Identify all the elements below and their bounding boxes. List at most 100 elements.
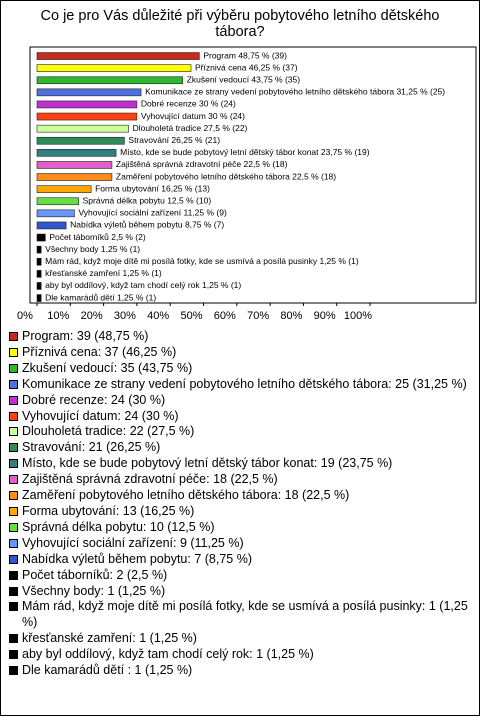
legend-item: Zajištěná správná zdravotní péče: 18 (22… (8, 472, 470, 488)
legend: Program: 39 (48,75 %) Příznivá cena: 37 (… (8, 329, 470, 679)
legend-label: Dlouholetá tradice: 22 (27,5 %) (22, 424, 195, 439)
legend-item: Nabídka výletů během pobytu: 7 (8,75 %) (8, 552, 470, 568)
x-tick-label: 80% (280, 310, 302, 322)
legend-label: Místo, kde se bude pobytový letní dětský… (22, 456, 393, 471)
bar (36, 88, 142, 97)
legend-swatch (9, 522, 18, 532)
legend-item: Stravování: 21 (26,25 %) (8, 440, 470, 456)
bar-label: Všechny body 1,25 % (1) (45, 244, 140, 254)
legend-swatch (9, 554, 18, 564)
bar-label: Mám rád, když moje dítě mi posílá fotky,… (45, 256, 359, 266)
bar-label: Místo, kde se bude pobytový letní dětský… (120, 147, 370, 157)
bar-label: Počet táborníků 2,5 % (2) (49, 232, 146, 242)
bar (36, 221, 67, 230)
legend-swatch (9, 506, 18, 516)
legend-swatch (9, 475, 18, 485)
legend-label: Zajištěná správná zdravotní péče: 18 (22… (22, 472, 278, 487)
legend-swatch (9, 491, 18, 501)
legend-item: Zkušení vedoucí: 35 (43,75 %) (8, 361, 470, 377)
bar-label: Správná délka pobytu 12,5 % (10) (83, 196, 212, 206)
x-tick-label: 0% (17, 310, 33, 322)
legend-item: Příznivá cena: 37 (46,25 %) (8, 345, 470, 361)
legend-item: Program: 39 (48,75 %) (8, 329, 470, 345)
legend-item: Vyhovující datum: 24 (30 %) (8, 409, 470, 425)
legend-swatch (9, 634, 18, 644)
legend-swatch (9, 586, 18, 596)
legend-label: Mám rád, když moje dítě mi posílá fotky,… (22, 599, 468, 630)
legend-label: Komunikace ze strany vedení pobytového l… (22, 376, 467, 391)
bar-label: Vyhovující datum 30 % (24) (141, 111, 245, 121)
bar-label: Komunikace ze strany vedení pobytového l… (145, 87, 445, 97)
bar (36, 100, 138, 109)
chart-title: Co je pro Vás důležité při výběru pobyto… (40, 8, 440, 40)
legend-swatch (9, 395, 18, 405)
bar (36, 64, 192, 72)
legend-item: Dobré recenze: 24 (30 %) (8, 393, 470, 409)
legend-item: křesťanské zamření: 1 (1,25 %) (8, 631, 470, 647)
bar (36, 112, 138, 121)
bar-label: Dobré recenze 30 % (24) (141, 99, 236, 109)
legend-swatch (9, 570, 18, 580)
legend-swatch (9, 347, 18, 357)
bar-label: Zaměření pobytového letního dětského táb… (116, 171, 336, 181)
bar-label: Forma ubytování 16,25 % (13) (95, 183, 210, 193)
x-tick-label: 70% (247, 310, 269, 322)
x-tick-label: 100% (344, 310, 372, 322)
legend-swatch (9, 379, 18, 389)
legend-label: Všechny body: 1 (1,25 %) (22, 583, 166, 598)
legend-item: Místo, kde se bude pobytový letní dětský… (8, 456, 470, 472)
bar-label: Příznivá cena 46,25 % (37) (195, 62, 298, 72)
legend-swatch (9, 332, 18, 341)
legend-label: Počet táborníků: 2 (2,5 %) (22, 567, 168, 582)
chart: 0% 10% 20% 30% 40% 50% 60% 70% 80% 90% 100% Program… (17, 46, 477, 322)
legend-label: Vyhovující sociální zařízení: 9 (11,25 %… (22, 535, 244, 550)
legend-swatch (9, 666, 18, 676)
bar-label: Dlouholetá tradice 27,5 % (22) (133, 123, 248, 133)
legend-item: Vyhovující sociální zařízení: 9 (11,25 %… (8, 536, 470, 552)
legend-label: Nabídka výletů během pobytu: 7 (8,75 %) (22, 551, 252, 566)
legend-item: Mám rád, když moje dítě mi posílá fotky,… (8, 599, 470, 631)
bar (36, 282, 42, 290)
bar (36, 76, 183, 85)
x-tick-label: 60% (214, 310, 236, 322)
bar (36, 270, 42, 278)
legend-swatch (9, 538, 18, 548)
x-tick-label: 50% (180, 310, 202, 322)
bar (36, 185, 92, 193)
legend-label: Zkušení vedoucí: 35 (43,75 %) (22, 360, 193, 375)
legend-swatch (9, 443, 18, 453)
bar-label: Program 48,75 % (39) (203, 50, 287, 60)
bar-label: Nabídka výletů během pobytu 8,75 % (7) (70, 220, 224, 230)
legend-label: Správná délka pobytu: 10 (12,5 %) (22, 519, 215, 534)
bar (36, 245, 42, 254)
bar-label: aby byl oddílový, když tam chodí celý ro… (45, 280, 241, 290)
x-tick-label: 40% (147, 310, 169, 322)
legend-item: Zaměření pobytového letního dětského táb… (8, 488, 470, 504)
legend-swatch (9, 411, 18, 421)
bar (36, 149, 117, 157)
bar (36, 52, 200, 60)
legend-label: Příznivá cena: 37 (46,25 %) (22, 344, 177, 359)
bar-label: Vyhovující sociální zařízení 11,25 % (9) (78, 208, 227, 218)
bar (36, 233, 46, 242)
legend-item: Forma ubytování: 13 (16,25 %) (8, 504, 470, 520)
legend-label: křesťanské zamření: 1 (1,25 %) (22, 631, 197, 646)
legend-label: Zaměření pobytového letního dětského táb… (22, 488, 350, 503)
bar (36, 173, 113, 181)
legend-item: Komunikace ze strany vedení pobytového l… (8, 377, 470, 393)
legend-label: Dobré recenze: 24 (30 %) (22, 392, 166, 407)
x-tick-label: 90% (314, 310, 336, 322)
plot-frame (29, 46, 477, 304)
legend-item: aby byl oddílový, když tam chodí celý ro… (8, 647, 470, 663)
legend-swatch (9, 650, 18, 660)
x-tick-label: 30% (114, 310, 136, 322)
x-tick-label: 20% (81, 310, 103, 322)
bar (36, 294, 42, 302)
bar (36, 136, 125, 145)
bar-label: Zkušení vedoucí 43,75 % (35) (187, 75, 301, 85)
legend-item: Dlouholetá tradice: 22 (27,5 %) (8, 424, 470, 440)
legend-item: Všechny body: 1 (1,25 %) (8, 584, 470, 600)
legend-item: Dle kamarádů dětí : 1 (1,25 %) (8, 663, 470, 679)
bar (36, 257, 42, 266)
bar (36, 161, 113, 169)
